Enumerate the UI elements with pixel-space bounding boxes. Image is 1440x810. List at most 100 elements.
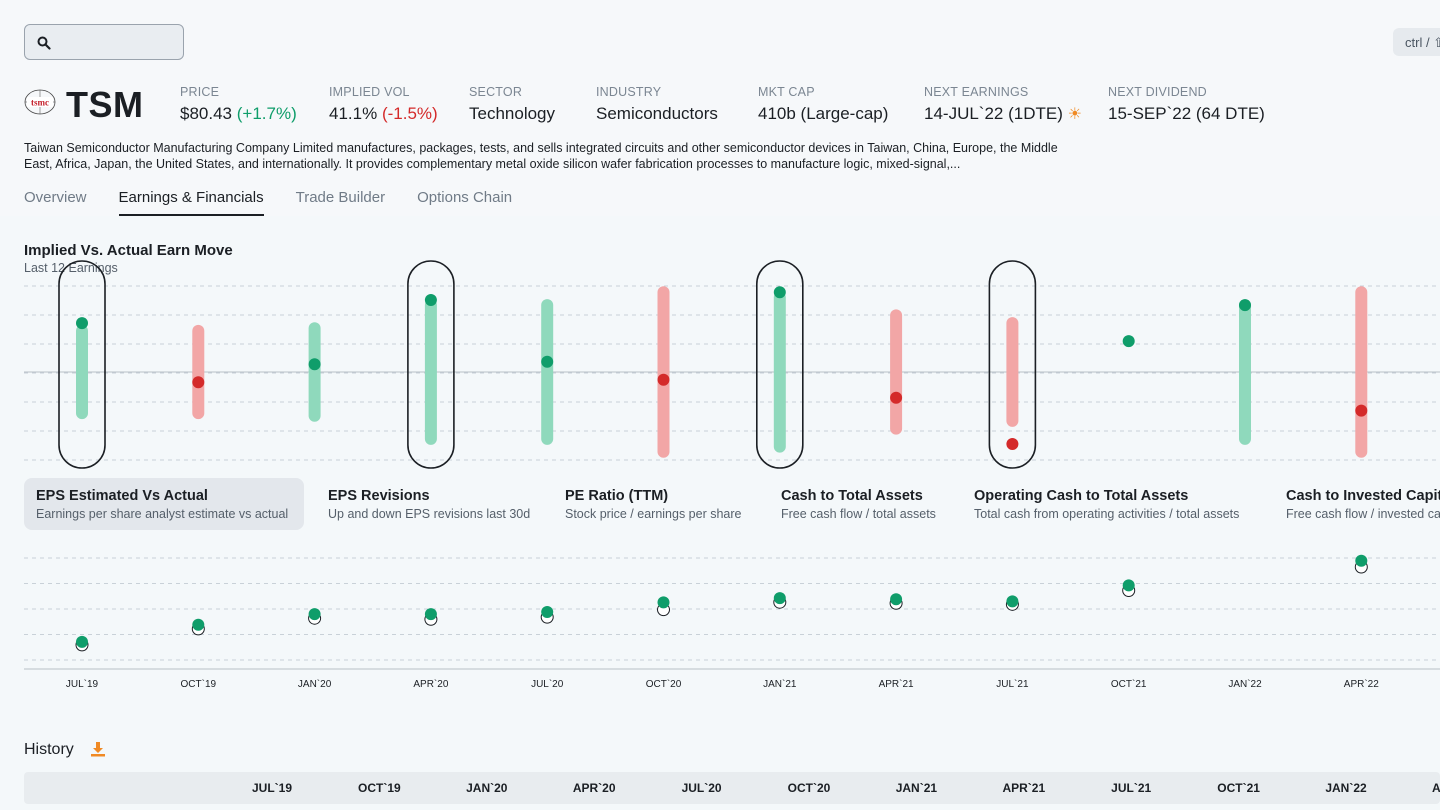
actual-move-point: [1355, 404, 1368, 417]
x-axis-tick-label: APR`20: [413, 679, 449, 690]
actual-move-point: [308, 358, 321, 371]
history-column-header[interactable]: OCT`21: [1217, 781, 1260, 795]
history-column-header[interactable]: OCT`20: [787, 781, 831, 795]
highlight-capsule: [58, 260, 106, 469]
metric-eps-estimated-vs-actual[interactable]: EPS Estimated Vs Actual Earnings per sha…: [24, 478, 304, 530]
eps-actual-point: [192, 618, 205, 631]
actual-move-point: [1122, 335, 1135, 348]
x-axis-tick-label: JUL`20: [531, 679, 564, 690]
highlight-capsule: [407, 260, 455, 469]
actual-move-point: [541, 355, 554, 368]
history-column-header[interactable]: JAN`20: [466, 781, 508, 795]
x-axis-tick-label: OCT`20: [645, 679, 682, 690]
stat-implied-vol: IMPLIED VOL 41.1% (-1.5%): [329, 85, 438, 124]
x-axis-tick-label: OCT`21: [1110, 679, 1147, 690]
x-axis-tick-label: OCT`19: [180, 679, 217, 690]
logo-text: tsmc: [31, 98, 49, 108]
stat-label: IMPLIED VOL: [329, 85, 410, 99]
company-description: Taiwan Semiconductor Manufacturing Compa…: [24, 141, 1058, 171]
history-column-header[interactable]: APR`22: [1432, 781, 1440, 795]
implied-vol-value: 41.1%: [329, 104, 378, 123]
eps-actual-point: [424, 608, 437, 621]
search-icon: [37, 36, 51, 50]
stat-market-cap: MKT CAP 410b (Large-cap): [758, 85, 888, 124]
tab-bar: Overview Earnings & Financials Trade Bui…: [24, 189, 512, 216]
implied-vol-change: (-1.5%): [381, 104, 438, 123]
eps-actual-point: [308, 608, 321, 621]
metric-subtitle: Stock price / earnings per share: [565, 507, 742, 521]
stat-industry: INDUSTRY Semiconductors: [596, 85, 718, 124]
history-column-header[interactable]: APR`20: [572, 781, 616, 795]
eps-actual-point: [541, 606, 554, 618]
stat-label: PRICE: [180, 85, 220, 99]
x-axis-tick-label: APR`22: [1343, 679, 1379, 690]
stat-label: INDUSTRY: [596, 85, 662, 99]
stat-label: MKT CAP: [758, 85, 815, 99]
metric-title: Cash to Invested Capital: [1286, 488, 1440, 504]
metric-title: Cash to Total Assets: [781, 488, 923, 504]
history-column-header[interactable]: OCT`19: [358, 781, 401, 795]
earn-move-title: Implied Vs. Actual Earn Move: [24, 242, 233, 259]
history-header-row: [24, 772, 1440, 804]
header-area: ctrl / ⇧ tsmc TSM PRICE $80.43 (+1.7%) I…: [0, 0, 1440, 216]
history-column-header[interactable]: JUL`21: [1111, 781, 1152, 795]
download-icon[interactable]: [90, 741, 106, 757]
next-earnings-value: 14-JUL`22 (1DTE): [924, 104, 1063, 123]
history-title: History: [24, 741, 74, 758]
highlight-capsule: [755, 260, 804, 469]
history-column-header[interactable]: APR`21: [1002, 781, 1046, 795]
metric-cash-to-total-assets[interactable]: Cash to Total Assets Free cash flow / to…: [769, 478, 948, 530]
metric-subtitle: Free cash flow / invested capital: [1286, 507, 1440, 521]
tab-options-chain[interactable]: Options Chain: [417, 189, 513, 206]
eps-actual-point: [1006, 595, 1019, 608]
metric-subtitle: Up and down EPS revisions last 30d: [328, 507, 531, 521]
x-axis-tick-label: JAN`20: [297, 679, 332, 690]
x-axis-tick-label: JUL`21: [996, 679, 1029, 690]
history-column-header[interactable]: JAN`21: [895, 781, 938, 795]
tab-earnings-financials[interactable]: Earnings & Financials: [118, 189, 264, 216]
actual-move-point: [76, 317, 88, 330]
metric-subtitle: Free cash flow / total assets: [781, 507, 936, 521]
x-axis-tick-label: JAN`21: [763, 679, 797, 690]
actual-move-point: [773, 286, 786, 299]
x-axis-tick-label: JAN`22: [1228, 679, 1262, 690]
history-column-header[interactable]: JUL`20: [681, 781, 722, 795]
highlight-capsule: [988, 260, 1037, 469]
stat-label: NEXT EARNINGS: [924, 85, 1029, 99]
metric-title: PE Ratio (TTM): [565, 488, 669, 504]
metric-subtitle: Earnings per share analyst estimate vs a…: [36, 507, 289, 521]
metric-pe-ratio[interactable]: PE Ratio (TTM) Stock price / earnings pe…: [553, 478, 753, 530]
price-value: $80.43: [180, 104, 232, 123]
sector-value: Technology: [469, 104, 556, 123]
price-change: (+1.7%): [236, 104, 297, 123]
x-axis-tick-label: JUL`19: [65, 679, 99, 690]
eps-actual-point: [1122, 579, 1135, 592]
tab-trade-builder[interactable]: Trade Builder: [295, 189, 386, 206]
eps-actual-point: [773, 592, 786, 605]
metric-cash-to-invested-capital[interactable]: Cash to Invested Capital Free cash flow …: [1274, 478, 1440, 530]
stat-next-earnings: NEXT EARNINGS 14-JUL`22 (1DTE) ☀: [924, 85, 1082, 124]
actual-move-point: [657, 373, 670, 386]
eps-actual-point: [1355, 554, 1368, 567]
metric-eps-revisions[interactable]: EPS Revisions Up and down EPS revisions …: [316, 478, 542, 530]
actual-move-point: [1006, 438, 1019, 450]
metric-subtitle: Total cash from operating activities / t…: [974, 507, 1240, 521]
eps-actual-point: [890, 593, 903, 606]
next-dividend-value: 15-SEP`22 (64 DTE): [1108, 104, 1265, 123]
search-input[interactable]: [24, 24, 184, 60]
stat-label: NEXT DIVIDEND: [1108, 85, 1207, 99]
company-logo: tsmc: [24, 89, 56, 115]
actual-move-point: [192, 376, 205, 389]
metric-title: Operating Cash to Total Assets: [974, 488, 1189, 504]
actual-move-point: [424, 294, 437, 306]
actual-move-point: [1239, 299, 1251, 312]
metric-operating-cash-to-total-assets[interactable]: Operating Cash to Total Assets Total cas…: [962, 478, 1251, 530]
actual-move-point: [890, 391, 903, 404]
tab-overview[interactable]: Overview: [24, 189, 87, 206]
eps-actual-point: [76, 635, 88, 648]
history-column-header[interactable]: JUL`19: [251, 781, 292, 795]
ticker-symbol: TSM: [66, 84, 144, 125]
history-column-header[interactable]: JAN`22: [1325, 781, 1367, 795]
x-axis-tick-label: APR`21: [878, 679, 914, 690]
stat-price: PRICE $80.43 (+1.7%): [180, 85, 297, 124]
